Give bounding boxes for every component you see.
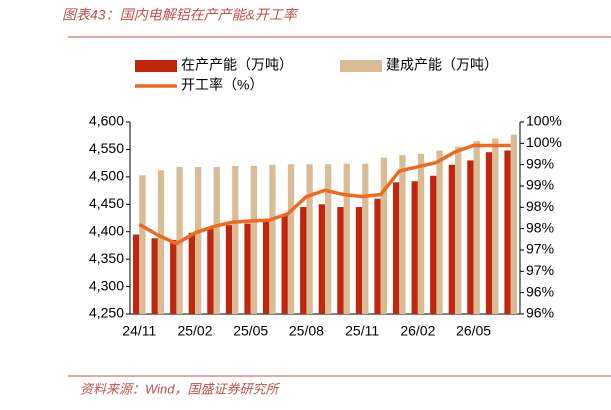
bar	[306, 164, 313, 314]
bar	[467, 160, 474, 314]
bar	[510, 134, 518, 314]
bar	[300, 207, 307, 314]
line	[138, 143, 511, 246]
bar	[188, 232, 195, 314]
legend-swatch	[135, 60, 177, 72]
bar	[170, 239, 177, 314]
y-tick-label: 4,300	[89, 277, 124, 293]
bar	[455, 146, 462, 314]
bar	[343, 163, 350, 314]
bar	[139, 175, 146, 314]
bar	[362, 163, 369, 314]
bar	[244, 223, 251, 314]
legend-swatch	[340, 60, 382, 72]
bar	[436, 150, 443, 314]
y2-tick-label: 97%	[526, 262, 554, 278]
bar	[157, 170, 165, 314]
y2-tick-label: 96%	[526, 283, 554, 299]
bar	[411, 181, 418, 314]
bar	[399, 154, 406, 314]
y-tick-label: 4,450	[89, 195, 124, 211]
bar	[337, 207, 344, 314]
y-tick-label: 4,600	[89, 113, 124, 129]
bar	[213, 166, 220, 314]
bar	[151, 238, 158, 314]
y2-tick-label: 96%	[526, 305, 554, 321]
bar	[281, 215, 288, 314]
x-tick-label: 26/05	[456, 323, 491, 339]
x-tick-label: 24/11	[122, 323, 156, 339]
bar	[504, 150, 511, 314]
chart-title: 图表43：国内电解铝在产产能&开工率	[62, 7, 299, 23]
y2-tick-label: 100%	[526, 134, 562, 150]
y2-tick-label: 100%	[526, 113, 562, 129]
y2-tick-label: 99%	[526, 177, 554, 193]
y-tick-label: 4,350	[89, 250, 124, 266]
y-tick-label: 4,550	[89, 140, 124, 156]
bar	[355, 207, 363, 314]
y-tick-label: 4,250	[89, 305, 124, 321]
bar	[325, 164, 332, 314]
x-tick-label: 25/08	[289, 323, 324, 339]
legend-label: 开工率（%）	[181, 77, 263, 93]
bar	[269, 164, 276, 314]
y-tick-label: 4,500	[89, 168, 124, 184]
bar	[374, 198, 381, 314]
bar	[417, 153, 425, 314]
bar	[473, 141, 480, 314]
bar	[262, 221, 270, 314]
bar	[392, 182, 400, 314]
bar	[492, 138, 499, 314]
bar	[430, 175, 437, 314]
bar	[225, 225, 233, 314]
bar	[485, 152, 493, 314]
legend-label: 建成产能（万吨）	[386, 57, 498, 73]
y2-tick-label: 97%	[526, 241, 554, 257]
bar	[207, 228, 214, 314]
y2-tick-label: 98%	[526, 219, 554, 235]
bar	[232, 165, 239, 314]
x-tick-label: 26/02	[400, 323, 435, 339]
source: 资料来源：Wind，国盛证券研究所	[80, 381, 281, 396]
x-tick-label: 25/11	[345, 323, 379, 339]
legend-label: 在产产能（万吨）	[181, 57, 293, 73]
y2-tick-label: 98%	[526, 198, 554, 214]
bar	[380, 157, 388, 314]
bar	[250, 165, 258, 314]
bar	[318, 204, 325, 314]
y-tick-label: 4,400	[89, 222, 124, 238]
bar	[195, 166, 202, 314]
x-tick-label: 25/02	[177, 323, 212, 339]
bar	[448, 164, 455, 314]
bar	[132, 234, 140, 314]
bar	[287, 164, 295, 314]
y2-tick-label: 99%	[526, 155, 554, 171]
x-tick-label: 25/05	[233, 323, 268, 339]
